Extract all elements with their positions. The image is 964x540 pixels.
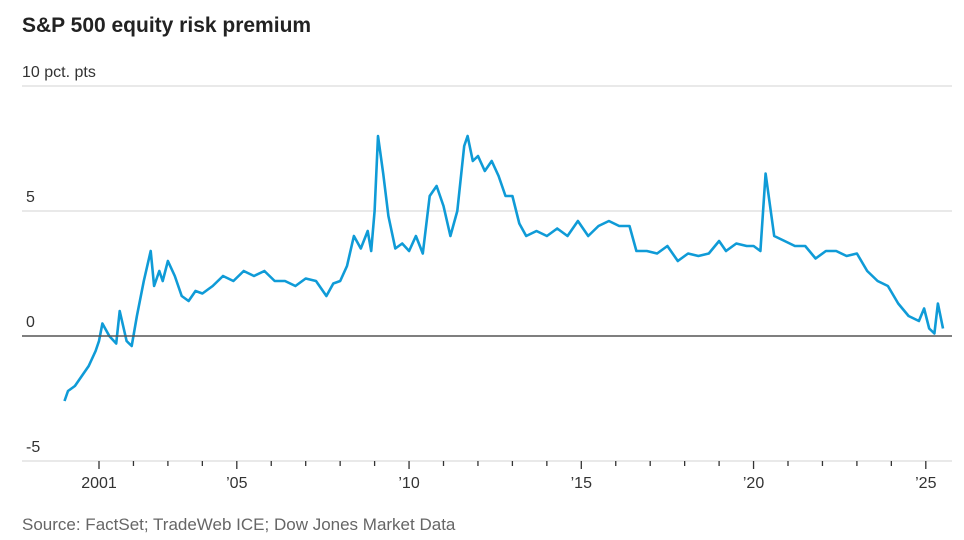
x-tick-label: 2001 bbox=[81, 475, 117, 492]
x-tick-label: ’15 bbox=[571, 475, 592, 492]
source-note: Source: FactSet; TradeWeb ICE; Dow Jones… bbox=[22, 515, 456, 534]
y-tick-label: -5 bbox=[26, 439, 40, 456]
x-tick-label: ’10 bbox=[398, 475, 419, 492]
x-tick-label: ’05 bbox=[226, 475, 247, 492]
x-tick-label: ’25 bbox=[915, 475, 936, 492]
y-unit-label: 10 pct. pts bbox=[22, 64, 96, 81]
chart-title: S&P 500 equity risk premium bbox=[22, 14, 312, 37]
y-tick-label: 0 bbox=[26, 314, 35, 331]
x-tick-label: ’20 bbox=[743, 475, 764, 492]
series-line bbox=[63, 134, 945, 402]
y-tick-label: 5 bbox=[26, 189, 35, 206]
